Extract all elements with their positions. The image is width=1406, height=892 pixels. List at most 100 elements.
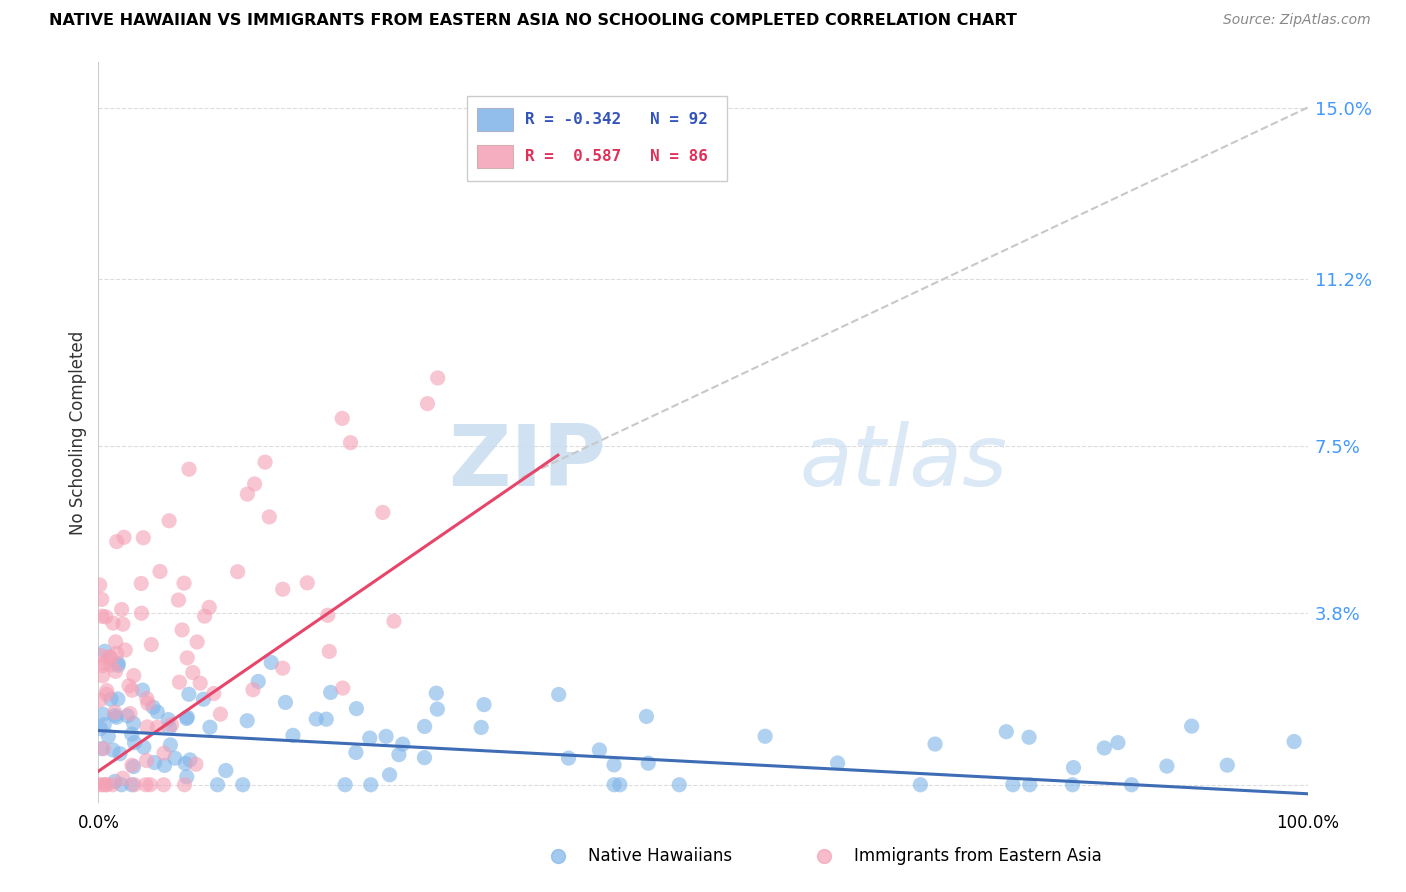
Point [136,720,159,734]
Point [557,751,579,765]
Point [89,578,111,592]
Point [193,692,215,706]
Point [281,728,304,742]
Point [425,686,447,700]
Point [198,720,221,734]
Point [1001,778,1024,792]
Point [215,764,238,778]
Point [416,397,439,411]
Point [94,778,117,792]
Point [188,676,211,690]
Point [1062,778,1084,792]
Point [143,756,166,770]
Point [242,682,264,697]
Point [603,758,626,772]
Point [110,778,132,792]
Point [105,646,128,660]
Point [177,462,200,476]
Point [371,506,394,520]
Point [91,658,114,673]
Point [169,675,191,690]
Point [89,778,111,792]
Point [111,617,134,632]
Point [122,668,145,682]
Point [754,729,776,743]
Point [160,717,183,731]
Point [122,759,145,773]
Point [344,701,367,715]
Point [426,371,449,385]
Point [1018,778,1040,792]
Point [114,643,136,657]
Point [90,592,112,607]
Point [111,602,134,616]
Text: NATIVE HAWAIIAN VS IMMIGRANTS FROM EASTERN ASIA NO SCHOOLING COMPLETED CORRELATI: NATIVE HAWAIIAN VS IMMIGRANTS FROM EASTE… [49,13,1017,29]
Point [104,705,127,719]
Bar [477,108,513,131]
Text: Source: ZipAtlas.com: Source: ZipAtlas.com [1223,13,1371,28]
Point [1121,778,1143,792]
Point [105,534,128,549]
Point [1282,734,1305,748]
Point [142,700,165,714]
Point [179,753,201,767]
Point [172,623,194,637]
Point [124,736,146,750]
Point [332,681,354,695]
Point [297,575,319,590]
Point [94,644,117,658]
Point [107,692,129,706]
Point [101,743,124,757]
Point [141,638,163,652]
Point [375,730,398,744]
Point [104,665,127,679]
Point [96,687,118,701]
Point [186,635,208,649]
Point [271,582,294,597]
Point [93,656,115,670]
Point [413,750,436,764]
Text: ZIP: ZIP [449,421,606,504]
Point [910,778,932,792]
Point [271,661,294,675]
Point [167,593,190,607]
Point [668,778,690,792]
Point [1107,736,1129,750]
Point [139,778,162,792]
Point [176,712,198,726]
Text: Native Hawaiians: Native Hawaiians [588,847,733,865]
Point [388,747,411,762]
Point [995,724,1018,739]
Point [924,737,946,751]
FancyBboxPatch shape [467,95,727,181]
Point [105,710,128,724]
Point [108,747,131,761]
Point [131,606,153,620]
Point [117,708,139,723]
Point [91,778,114,792]
Point [121,778,143,792]
Point [104,708,127,723]
Point [104,774,127,789]
Point [547,688,569,702]
Point [359,731,381,745]
Point [94,609,117,624]
Point [159,721,181,735]
Point [1216,758,1239,772]
Point [132,740,155,755]
Point [153,758,176,772]
Point [209,707,232,722]
Point [226,565,249,579]
Point [98,650,121,665]
Point [254,455,277,469]
Point [121,683,143,698]
Point [124,778,146,792]
Point [121,727,143,741]
Point [318,644,340,658]
Point [111,771,134,785]
Point [152,778,174,792]
Point [173,778,195,792]
Point [129,576,152,591]
Point [136,696,159,710]
Point [315,712,337,726]
